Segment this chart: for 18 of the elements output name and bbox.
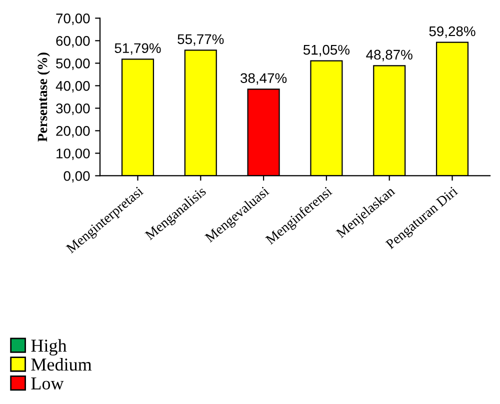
y-tick-label: 20,00 [56, 126, 90, 138]
y-tick-label: 10,00 [56, 148, 90, 160]
y-tick-label: 0,00 [64, 171, 90, 183]
legend-label: Low [31, 378, 64, 390]
y-axis-title: Persentase (%) [37, 52, 50, 142]
y-tick-label: 70,00 [56, 14, 90, 25]
y-tick-label: 40,00 [56, 81, 90, 93]
data-label: 55,77% [178, 34, 224, 46]
y-tick-label: 60,00 [56, 36, 90, 48]
data-label: 51,05% [303, 44, 350, 56]
legend-label: Medium [31, 358, 92, 371]
data-label: 51,79% [114, 43, 161, 55]
y-tick-label: 50,00 [56, 58, 90, 70]
data-label: 48,87% [366, 50, 412, 62]
y-tick-label: 30,00 [56, 104, 90, 116]
legend-label: High [31, 339, 67, 356]
data-label: 59,28% [429, 26, 476, 38]
data-label: 38,47% [240, 73, 287, 85]
